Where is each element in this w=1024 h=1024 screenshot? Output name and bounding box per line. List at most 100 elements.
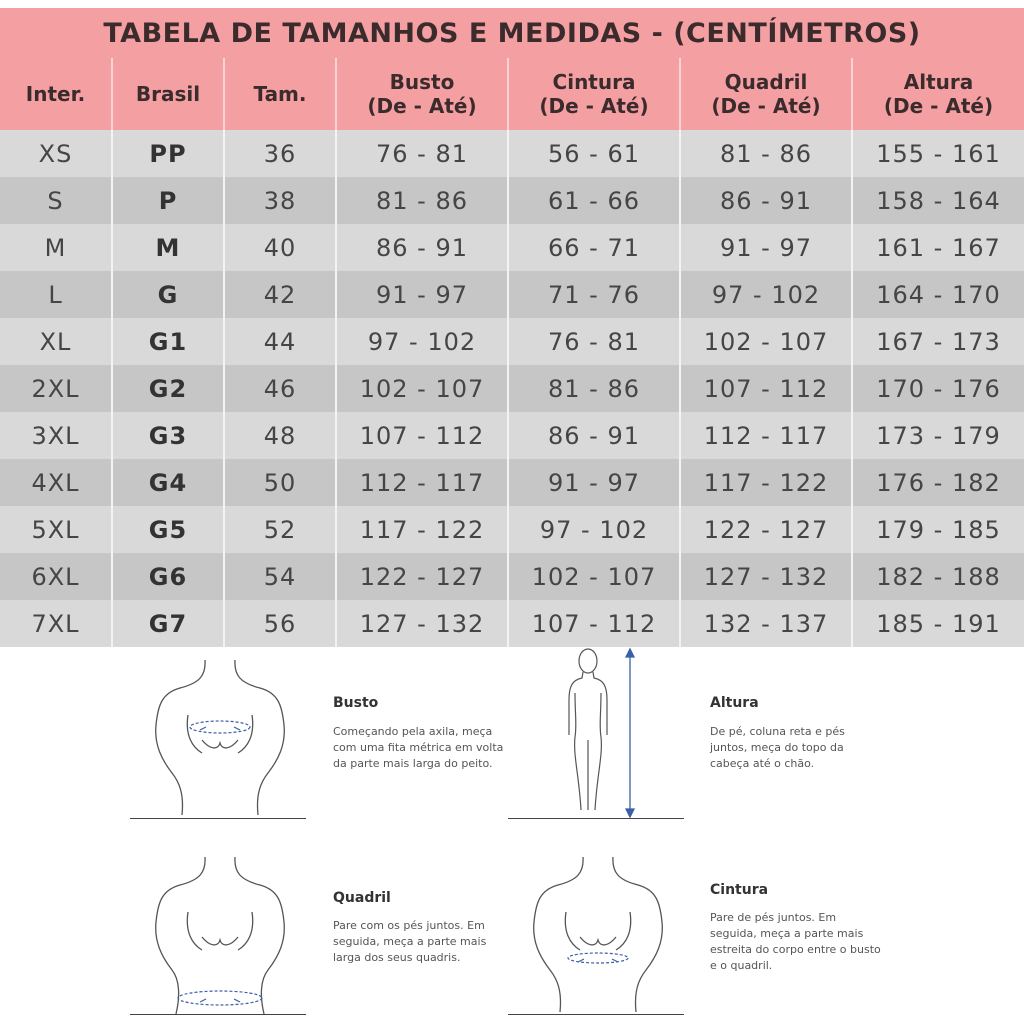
col-header-busto: Busto (De - Até) — [335, 58, 508, 130]
table-row: L G 42 91 - 97 71 - 76 97 - 102 164 - 170 — [0, 271, 1024, 318]
cell-inter: XL — [0, 318, 112, 365]
cell-altura: 170 - 176 — [851, 365, 1024, 412]
cell-altura: 167 - 173 — [851, 318, 1024, 365]
cell-cintura: 61 - 66 — [507, 177, 680, 224]
busto-figure-icon — [155, 659, 285, 816]
cell-cintura: 102 - 107 — [507, 553, 680, 600]
cell-quadril: 86 - 91 — [679, 177, 852, 224]
quadril-guide-text: Pare com os pés juntos. Em seguida, meça… — [333, 919, 487, 964]
table-row: 5XL G5 52 117 - 122 97 - 102 122 - 127 179 - 1… — [0, 506, 1024, 553]
table-row: 7XL G7 56 127 - 132 107 - 112 132 - 137 185 - … — [0, 600, 1024, 647]
cell-inter: 4XL — [0, 459, 112, 506]
floor-line — [130, 818, 306, 819]
cell-busto: 112 - 117 — [335, 459, 508, 506]
cell-tam: 38 — [223, 177, 336, 224]
cell-tam: 52 — [223, 506, 336, 553]
cell-brasil: G — [111, 271, 224, 318]
cell-brasil: M — [111, 224, 224, 271]
table-row: 3XL G3 48 107 - 112 86 - 91 112 - 117 173 - 17… — [0, 412, 1024, 459]
cell-tam: 42 — [223, 271, 336, 318]
cell-altura: 158 - 164 — [851, 177, 1024, 224]
cell-cintura: 107 - 112 — [507, 600, 680, 647]
cell-tam: 48 — [223, 412, 336, 459]
cell-brasil: PP — [111, 130, 224, 177]
busto-guide-title: Busto — [333, 695, 379, 711]
cintura-guide-title: Cintura — [710, 882, 769, 898]
cell-busto: 107 - 112 — [335, 412, 508, 459]
floor-line — [508, 1014, 684, 1015]
cell-altura: 182 - 188 — [851, 553, 1024, 600]
cell-quadril: 97 - 102 — [679, 271, 852, 318]
floor-line — [508, 818, 684, 819]
page-title: TABELA DE TAMANHOS E MEDIDAS - (CENTÍMET… — [0, 8, 1024, 58]
cell-busto: 97 - 102 — [335, 318, 508, 365]
altura-guide-title: Altura — [710, 695, 759, 711]
cell-busto: 127 - 132 — [335, 600, 508, 647]
cell-quadril: 132 - 137 — [679, 600, 852, 647]
cell-quadril: 122 - 127 — [679, 506, 852, 553]
cell-brasil: G4 — [111, 459, 224, 506]
cell-quadril: 117 - 122 — [679, 459, 852, 506]
col-header-altura: Altura (De - Até) — [851, 58, 1024, 130]
cintura-figure-icon — [533, 856, 663, 1013]
cell-cintura: 81 - 86 — [507, 365, 680, 412]
cell-cintura: 56 - 61 — [507, 130, 680, 177]
cell-altura: 161 - 167 — [851, 224, 1024, 271]
cell-brasil: G2 — [111, 365, 224, 412]
table-row: 6XL G6 54 122 - 127 102 - 107 127 - 132 182 - … — [0, 553, 1024, 600]
cell-quadril: 91 - 97 — [679, 224, 852, 271]
cell-cintura: 97 - 102 — [507, 506, 680, 553]
cell-quadril: 102 - 107 — [679, 318, 852, 365]
table-row: XL G1 44 97 - 102 76 - 81 102 - 107 167 - 173 — [0, 318, 1024, 365]
cell-brasil: G1 — [111, 318, 224, 365]
cell-tam: 40 — [223, 224, 336, 271]
table-row: 2XL G2 46 102 - 107 81 - 86 107 - 112 170 - 17… — [0, 365, 1024, 412]
col-header-brasil: Brasil — [111, 58, 224, 130]
cell-quadril: 112 - 117 — [679, 412, 852, 459]
cell-inter: S — [0, 177, 112, 224]
cell-tam: 50 — [223, 459, 336, 506]
cell-quadril: 107 - 112 — [679, 365, 852, 412]
cell-quadril: 81 - 86 — [679, 130, 852, 177]
cell-busto: 102 - 107 — [335, 365, 508, 412]
cell-busto: 81 - 86 — [335, 177, 508, 224]
cell-tam: 46 — [223, 365, 336, 412]
quadril-guide-title: Quadril — [333, 890, 391, 906]
floor-line — [130, 1014, 306, 1015]
cell-brasil: P — [111, 177, 224, 224]
cell-inter: 6XL — [0, 553, 112, 600]
table-header-row: Inter. Brasil Tam. Busto (De - Até) Cintu… — [0, 58, 1024, 130]
table-row: M M 40 86 - 91 66 - 71 91 - 97 161 - 167 — [0, 224, 1024, 271]
size-table: Inter. Brasil Tam. Busto (De - Até) Cintu… — [0, 58, 1024, 647]
table-row: 4XL G4 50 112 - 117 91 - 97 117 - 122 176 - 18… — [0, 459, 1024, 506]
cell-cintura: 66 - 71 — [507, 224, 680, 271]
cell-inter: XS — [0, 130, 112, 177]
cell-brasil: G6 — [111, 553, 224, 600]
altura-figure-icon — [568, 647, 636, 819]
cell-busto: 76 - 81 — [335, 130, 508, 177]
altura-guide-text: De pé, coluna reta e pés juntos, meça do… — [710, 725, 845, 770]
table-row: XS PP 36 76 - 81 56 - 61 81 - 86 155 - 161 — [0, 130, 1024, 177]
cell-cintura: 71 - 76 — [507, 271, 680, 318]
cell-altura: 164 - 170 — [851, 271, 1024, 318]
table-row: S P 38 81 - 86 61 - 66 86 - 91 158 - 164 — [0, 177, 1024, 224]
col-header-cintura: Cintura (De - Até) — [507, 58, 680, 130]
cell-inter: 5XL — [0, 506, 112, 553]
cell-tam: 36 — [223, 130, 336, 177]
cell-busto: 122 - 127 — [335, 553, 508, 600]
cell-altura: 185 - 191 — [851, 600, 1024, 647]
cell-altura: 179 - 185 — [851, 506, 1024, 553]
cell-inter: 3XL — [0, 412, 112, 459]
cell-inter: 7XL — [0, 600, 112, 647]
cell-brasil: G7 — [111, 600, 224, 647]
cell-cintura: 76 - 81 — [507, 318, 680, 365]
cell-inter: M — [0, 224, 112, 271]
cell-tam: 44 — [223, 318, 336, 365]
quadril-figure-icon — [155, 856, 285, 1015]
cell-brasil: G5 — [111, 506, 224, 553]
cell-altura: 155 - 161 — [851, 130, 1024, 177]
cell-busto: 91 - 97 — [335, 271, 508, 318]
cintura-guide-text: Pare de pés juntos. Em seguida, meça a p… — [710, 911, 881, 972]
table-body: XS PP 36 76 - 81 56 - 61 81 - 86 155 - 161 S P 38… — [0, 130, 1024, 647]
cell-busto: 117 - 122 — [335, 506, 508, 553]
